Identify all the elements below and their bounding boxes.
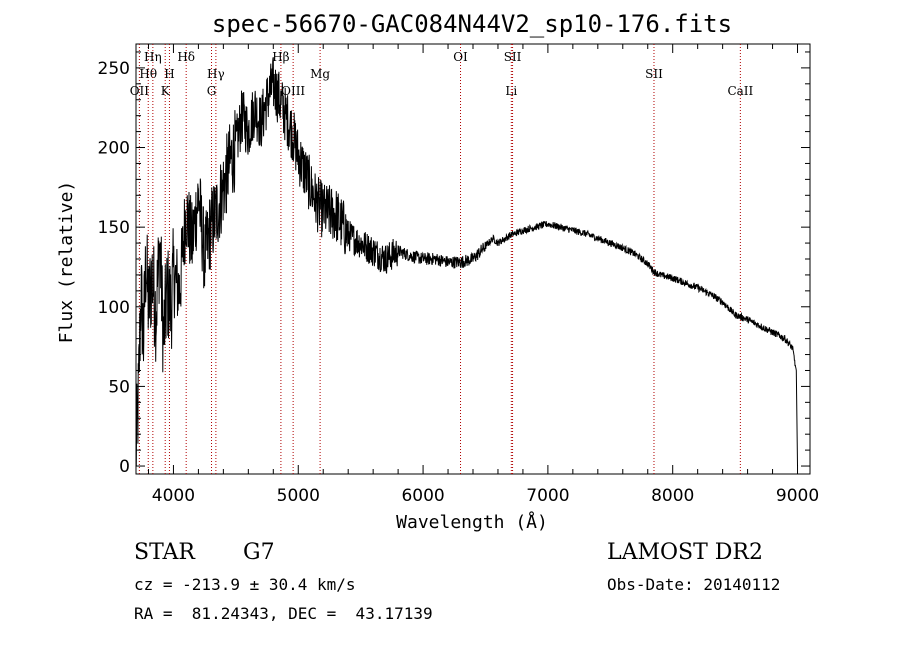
x-tick-label: 9000 — [776, 486, 819, 506]
emission-line-label: OI — [453, 50, 468, 64]
y-tick-label: 250 — [98, 59, 130, 79]
object-class: STAR — [134, 540, 195, 565]
emission-line-label: CaII — [727, 84, 753, 98]
x-tick-label: 5000 — [277, 486, 320, 506]
sky-coordinates: RA = 81.24343, DEC = 43.17139 — [134, 604, 433, 623]
redshift-cz: cz = -213.9 ± 30.4 km/s — [134, 575, 356, 594]
emission-line-label: Li — [505, 84, 517, 98]
chart-title: spec-56670-GAC084N44V2_sp10-176.fits — [212, 10, 732, 38]
emission-line-label: Mg — [310, 67, 330, 81]
survey-name: LAMOST DR2 — [607, 540, 763, 565]
emission-line-label: K — [161, 84, 171, 98]
x-axis-label: Wavelength (Å) — [396, 511, 548, 533]
emission-line-label: SII — [504, 50, 522, 64]
emission-line-label: Hθ — [139, 67, 157, 81]
emission-line-label: OII — [130, 84, 150, 98]
x-tick-label: 8000 — [651, 486, 694, 506]
emission-line-label: H — [164, 67, 174, 81]
y-axis-label: Flux (relative) — [56, 181, 77, 344]
emission-line-markers: Hθ Hη OII HK Hδ Hγ G Hβ OIII Mg OI SII Li SII CaII — [130, 44, 754, 474]
x-tick-label: 4000 — [152, 486, 195, 506]
y-tick-label: 0 — [119, 457, 130, 477]
y-tick-label: 50 — [108, 377, 130, 397]
spectrum-series-line — [135, 57, 798, 467]
emission-line-label: Hη — [144, 50, 162, 64]
y-tick-label: 100 — [98, 298, 130, 318]
x-tick-label: 6000 — [401, 486, 444, 506]
emission-line-label: Hβ — [272, 50, 289, 64]
emission-line-label: OIII — [281, 84, 305, 98]
emission-line-label: SII — [645, 67, 663, 81]
observation-date: Obs-Date: 20140112 — [607, 575, 781, 594]
y-tick-label: 150 — [98, 218, 130, 238]
emission-line-label: Hγ — [207, 67, 225, 81]
emission-line-label: G — [207, 84, 217, 98]
emission-line-label: Hδ — [177, 50, 195, 64]
x-axis-ticks: 4000 5000 6000 7000 8000 9000 — [147, 44, 819, 506]
y-tick-label: 200 — [98, 139, 130, 159]
object-subclass: G7 — [243, 540, 275, 565]
x-tick-label: 7000 — [526, 486, 569, 506]
y-axis-ticks: 0 50 100 150 200 250 — [98, 51, 810, 477]
